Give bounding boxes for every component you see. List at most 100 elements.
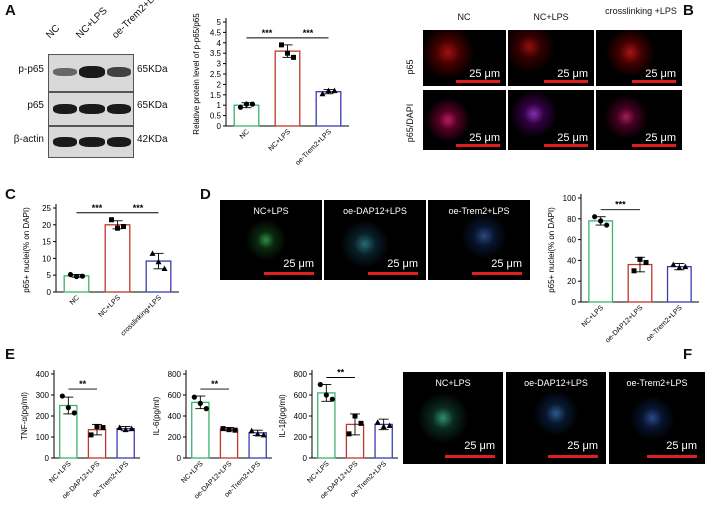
blot-row-label: p-p65 xyxy=(18,64,44,75)
blot-band xyxy=(79,104,105,114)
data-point xyxy=(331,87,338,94)
data-point xyxy=(249,101,256,107)
y-tick-label: 1 xyxy=(217,101,222,110)
data-point xyxy=(285,50,290,56)
column-header: crosslinking +LPS xyxy=(605,6,677,16)
y-tick-label: 20 xyxy=(42,221,51,230)
panel-letter-f: F xyxy=(683,346,693,363)
data-point xyxy=(94,424,100,429)
y-tick-label: 5 xyxy=(47,271,52,280)
data-point xyxy=(598,218,604,224)
y-tick-label: 600 xyxy=(168,391,182,400)
data-point xyxy=(59,393,65,399)
data-point xyxy=(670,261,677,268)
significance-label: *** xyxy=(303,28,314,38)
data-point xyxy=(637,256,643,262)
x-tick-label: oe-DAP12+LPS xyxy=(604,304,644,344)
blot-strip-p-p65 xyxy=(48,54,134,92)
blot-band xyxy=(79,66,105,78)
blot-strip-actin xyxy=(48,126,134,158)
x-tick-label: NC+LPS xyxy=(306,460,331,485)
y-axis-label: IL-6(pg/ml) xyxy=(152,396,161,435)
micrograph: 25 μm xyxy=(508,30,594,86)
bar xyxy=(588,220,614,303)
data-point xyxy=(676,264,683,271)
y-axis-label: TNF-α(pg/ml) xyxy=(20,392,29,440)
micrograph: oe-Trem2+LPS 25 μm xyxy=(428,200,530,280)
scale-bar xyxy=(368,272,418,275)
y-tick-label: 60 xyxy=(567,236,576,245)
data-point xyxy=(149,250,156,256)
x-tick-label: NC+LPS xyxy=(98,294,123,319)
scale-label: 25 μm xyxy=(464,440,495,452)
data-point xyxy=(346,431,352,437)
x-tick-label: NC xyxy=(69,294,81,306)
micrograph-title: oe-Trem2+LPS xyxy=(448,206,510,216)
chart-e-tnf: TNF-α(pg/ml)0100200300400NC+LPSoe-DAP12+… xyxy=(20,370,140,501)
y-tick-label: 0 xyxy=(303,454,308,463)
y-tick-label: 0 xyxy=(47,288,52,297)
scale-bar xyxy=(472,272,522,275)
micrograph: NC+LPS 25 μm xyxy=(403,372,503,464)
micrograph-title: NC+LPS xyxy=(253,206,289,216)
y-tick-label: 2.5 xyxy=(210,70,222,79)
micrograph: 25 μm xyxy=(596,30,682,86)
panel-letter-b: B xyxy=(683,2,694,19)
y-axis-label: IL-1β(pg/ml) xyxy=(278,394,287,438)
blot-band xyxy=(107,67,131,77)
micrograph-title: oe-DAP12+LPS xyxy=(524,378,588,388)
y-tick-label: 4 xyxy=(217,39,222,48)
y-tick-label: 10 xyxy=(42,254,51,263)
scale-bar xyxy=(647,455,697,458)
bar xyxy=(104,224,131,293)
y-tick-label: 0 xyxy=(217,122,222,131)
data-point xyxy=(248,427,255,434)
micrograph-title: oe-DAP12+LPS xyxy=(343,206,407,216)
y-tick-label: 0.5 xyxy=(210,112,222,121)
chart-a-p-p65: Relative protein level of p-p65/p65 00.5 1… xyxy=(192,13,349,167)
y-axis-label: p65+ nuclei(% on DAPI) xyxy=(22,207,31,293)
x-tick-label: NC xyxy=(239,128,251,140)
x-tick-label: oe-Trem2+LPS xyxy=(294,128,333,167)
blot-band xyxy=(53,137,77,147)
micrograph: oe-Trem2+LPS 25 μm xyxy=(609,372,705,464)
micrograph: 25 μm xyxy=(508,90,594,150)
data-point xyxy=(243,101,250,107)
chart-c-p65-nuclei: p65+ nuclei(% on DAPI) 0 5 10 15 20 25 NC NC+LPS… xyxy=(22,203,179,338)
blot-kda-label: 42KDa xyxy=(137,134,168,145)
blot-band xyxy=(79,137,105,147)
y-tick-label: 25 xyxy=(42,204,51,213)
y-tick-label: 400 xyxy=(294,412,308,421)
row-label: p65/DAPI xyxy=(405,103,415,143)
x-tick-label: NC+LPS xyxy=(268,128,293,153)
y-axis-label: p65+ nuclei(% on DAPI) xyxy=(547,207,556,293)
data-point xyxy=(260,431,267,438)
scale-label: 25 μm xyxy=(387,258,418,270)
y-tick-label: 200 xyxy=(36,412,50,421)
y-tick-label: 0 xyxy=(572,298,577,307)
y-tick-label: 800 xyxy=(168,370,182,379)
y-tick-label: 3.5 xyxy=(210,49,222,58)
column-header: NC+LPS xyxy=(533,12,569,22)
row-label: p65 xyxy=(405,59,415,75)
blot-band xyxy=(107,137,131,147)
scale-label: 25 μm xyxy=(645,132,676,144)
data-point xyxy=(122,426,129,433)
y-tick-label: 40 xyxy=(567,256,576,265)
y-tick-label: 800 xyxy=(294,370,308,379)
data-point xyxy=(197,400,203,406)
data-point xyxy=(380,423,387,429)
significance-label: *** xyxy=(262,28,273,38)
scale-label: 25 μm xyxy=(666,440,697,452)
y-tick-label: 200 xyxy=(294,433,308,442)
x-tick-label: NC+LPS xyxy=(180,460,205,485)
data-point xyxy=(220,426,226,432)
chart-d-p65-nuclei: p65+ nuclei(% on DAPI) 0 20 40 60 80 100 NC+LPS… xyxy=(547,194,699,345)
data-point xyxy=(161,265,168,271)
chart-e-il1b: IL-1β(pg/ml)0200400600800NC+LPSoe-DAP12+… xyxy=(278,368,398,501)
scale-bar xyxy=(264,272,314,275)
chart-e-il6: IL-6(pg/ml)0200400600800NC+LPSoe-DAP12+L… xyxy=(152,370,272,501)
scale-label: 25 μm xyxy=(567,440,598,452)
panel-letter-a: A xyxy=(5,2,16,19)
data-point xyxy=(109,217,114,223)
